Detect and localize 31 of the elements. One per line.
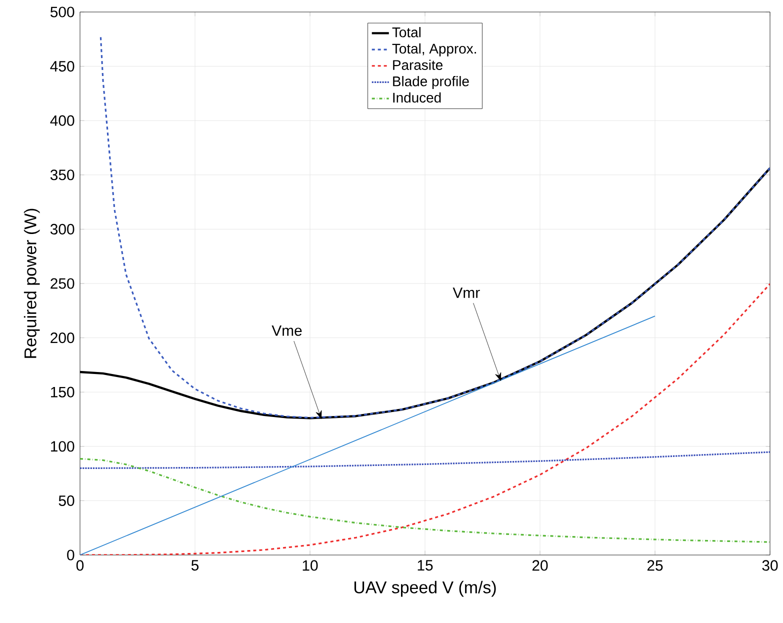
x-tick-label: 20 bbox=[532, 560, 548, 571]
legend-label: Total bbox=[392, 27, 421, 38]
annotation: Vmr bbox=[452, 288, 480, 298]
x-tick-label: 0 bbox=[76, 560, 84, 571]
x-tick-label: 25 bbox=[647, 560, 663, 571]
y-tick-label: 200 bbox=[50, 332, 74, 344]
x-tick-label: 10 bbox=[302, 560, 318, 571]
annotation: Vme bbox=[272, 325, 302, 336]
line-series bbox=[100, 36, 770, 419]
y-tick-label: 500 bbox=[50, 6, 74, 18]
y-tick-label: 350 bbox=[50, 170, 74, 180]
y-tick-label: 400 bbox=[50, 115, 74, 126]
x-axis-title: UAV speed V (m/s) bbox=[354, 580, 496, 597]
y-tick-label: 250 bbox=[50, 278, 74, 289]
x-tick-label: 15 bbox=[418, 560, 433, 571]
legend-label: Induced bbox=[393, 92, 441, 103]
y-tick-label: 0 bbox=[67, 550, 74, 560]
legend-label: Total, Approx. bbox=[392, 43, 476, 56]
line-series bbox=[80, 451, 770, 470]
x-tick-label: 30 bbox=[762, 560, 778, 571]
x-tick-label: 5 bbox=[191, 560, 199, 571]
y-axis-title: Required power (W) bbox=[24, 208, 40, 358]
y-tick-label: 150 bbox=[51, 386, 74, 398]
y-tick-label: 50 bbox=[58, 495, 74, 506]
legend-label: Blade profile bbox=[393, 76, 469, 90]
y-tick-label: 100 bbox=[51, 441, 74, 452]
y-tick-label: 450 bbox=[50, 61, 74, 72]
y-tick-label: 300 bbox=[50, 224, 74, 234]
legend-label: Parasite bbox=[393, 60, 443, 70]
line-series bbox=[80, 458, 770, 543]
line-series bbox=[80, 283, 770, 555]
